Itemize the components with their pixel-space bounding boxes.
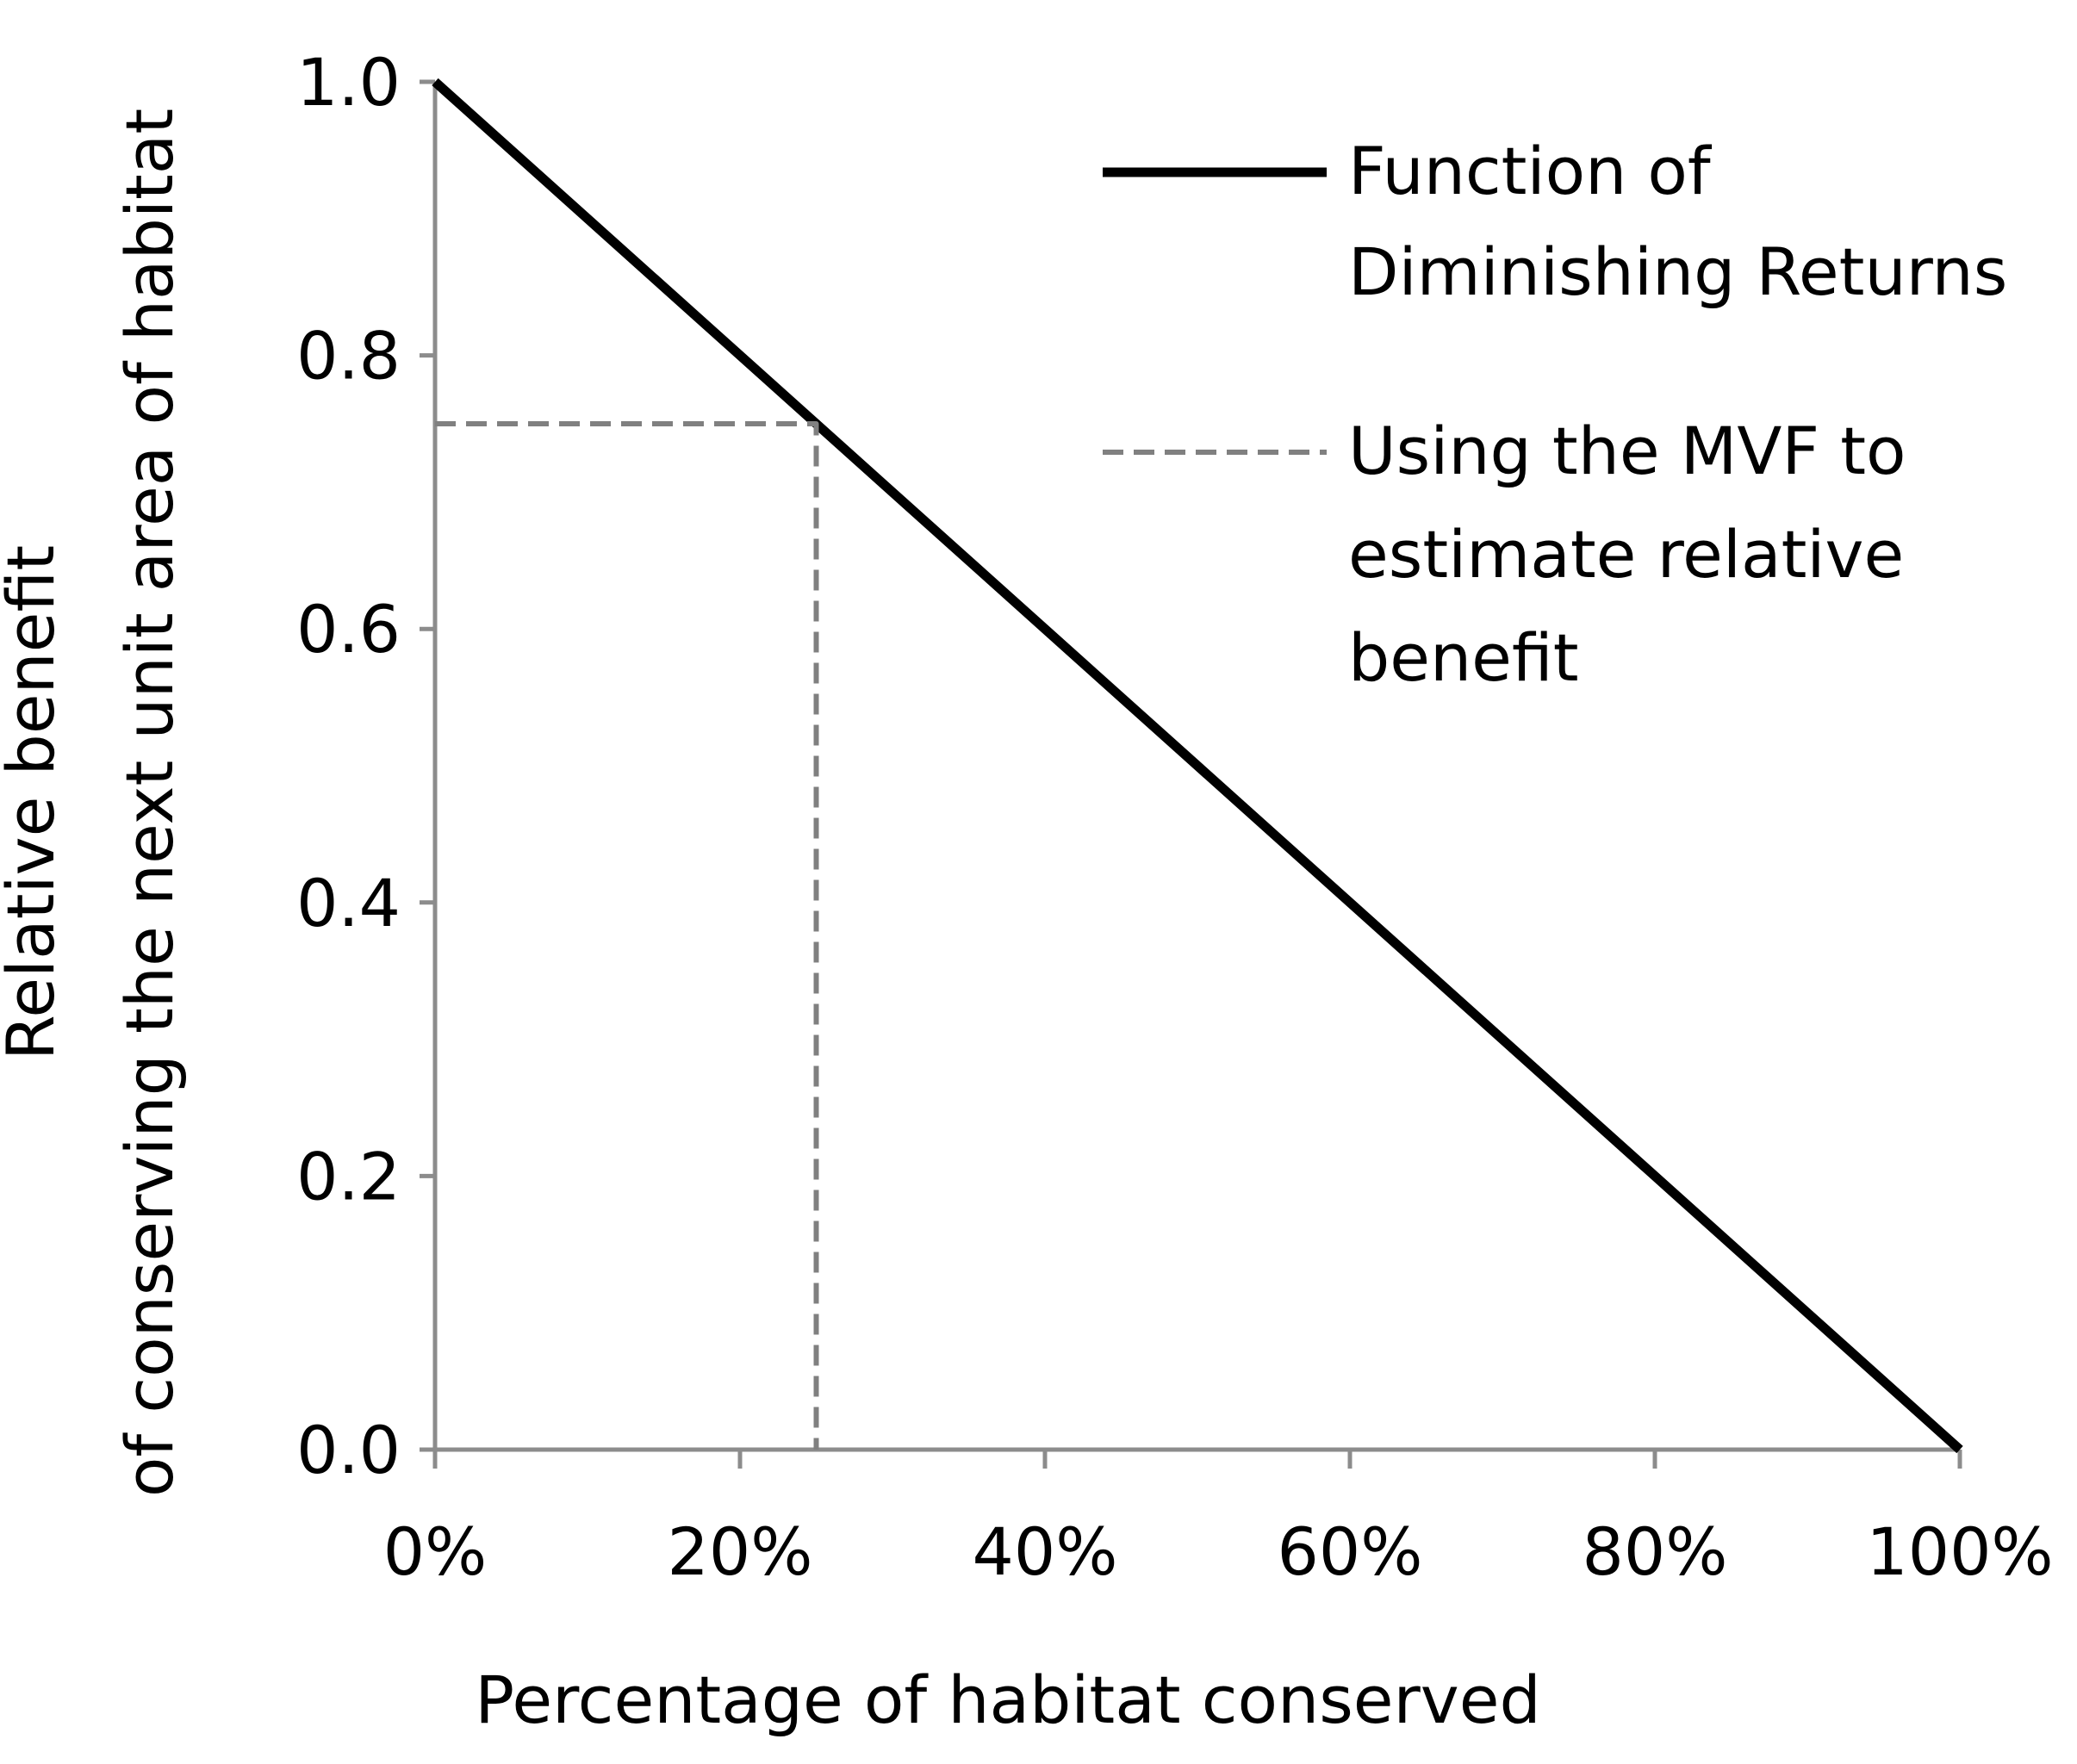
x-tick-label: 20% [668,1513,813,1590]
y-axis-title-line-1: Relative benefit [0,545,69,1060]
series-line-mvf-estimate [435,421,819,1450]
y-tick-label: 0.8 [296,318,401,394]
x-tick-label: 40% [973,1513,1118,1590]
x-tick-label: 0% [383,1513,488,1590]
y-tick-label: 1.0 [296,44,401,121]
tick-labels: 0.0 0.2 0.4 0.6 0.8 1.0 0% 20% 40% 60% 80% 100% [296,44,2054,1590]
y-tick-label: 0.0 [296,1412,401,1488]
legend-label-dashed-line-1: Using the MVF to [1348,413,1906,489]
x-tick-label: 60% [1278,1513,1423,1590]
legend-label-solid-line-1: Function of [1348,133,1713,209]
legend-label-solid-line-2: Diminishing Returns [1348,233,2007,310]
y-axis-title-line-2: of conserving the next unit area of habi… [111,109,188,1497]
plot-area [432,78,1963,1454]
y-tick-label: 0.6 [296,591,401,668]
y-tick-label: 0.2 [296,1138,401,1214]
x-tick-label: 80% [1583,1513,1728,1590]
legend: Function of Diminishing Returns Using th… [1103,133,2007,696]
legend-label-dashed-line-3: benefit [1348,619,1579,696]
x-tick-label: 100% [1866,1513,2053,1590]
y-axis-title: Relative benefit of conserving the next … [0,109,188,1497]
legend-label-dashed-line-2: estimate relative [1348,516,1904,593]
axes [420,79,1962,1469]
y-tick-label: 0.4 [296,865,401,941]
series-line-diminishing-returns [432,78,1963,1454]
x-axis-title: Percentage of habitat conserved [475,1662,1541,1738]
